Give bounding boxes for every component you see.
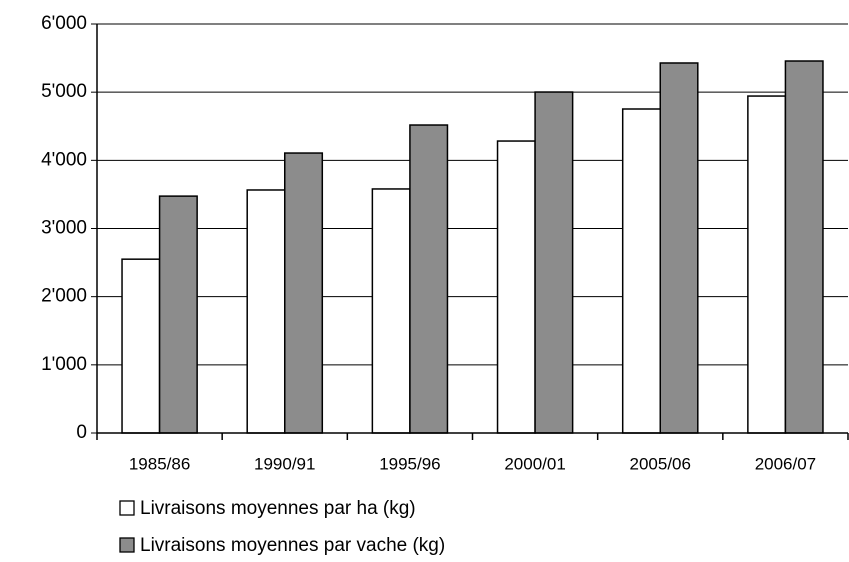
y-tick-label: 0 (76, 422, 87, 443)
y-tick-label: 3'000 (41, 218, 87, 239)
bar (621, 108, 662, 434)
legend-label: Livraisons moyennes par ha (kg) (140, 498, 416, 519)
y-tick-label: 5'000 (41, 81, 87, 102)
y-tick-label: 4'000 (41, 149, 87, 170)
y-tick-label: 2'000 (41, 286, 87, 307)
x-tick-label: 2006/07 (755, 454, 816, 473)
x-tick-label: 1990/91 (254, 454, 315, 473)
bar (534, 91, 574, 434)
x-tick-label: 2005/06 (630, 454, 691, 473)
x-tick-label: 1995/96 (379, 454, 440, 473)
bar (121, 258, 161, 434)
legend-swatch (119, 537, 135, 553)
y-tick-label: 6'000 (41, 13, 87, 34)
x-tick-label: 1985/86 (129, 454, 190, 473)
legend-label: Livraisons moyennes par vache (kg) (140, 535, 445, 556)
y-tick-label: 1'000 (41, 354, 87, 375)
bar (284, 152, 324, 434)
bar (158, 195, 198, 434)
x-tick-label: 2000/01 (504, 454, 565, 473)
bar (496, 140, 536, 434)
bar (409, 124, 449, 434)
legend-swatch (119, 500, 135, 516)
bar (747, 95, 787, 434)
bar (784, 60, 824, 434)
bar (659, 62, 699, 434)
bar (371, 188, 411, 434)
bar (246, 189, 286, 434)
